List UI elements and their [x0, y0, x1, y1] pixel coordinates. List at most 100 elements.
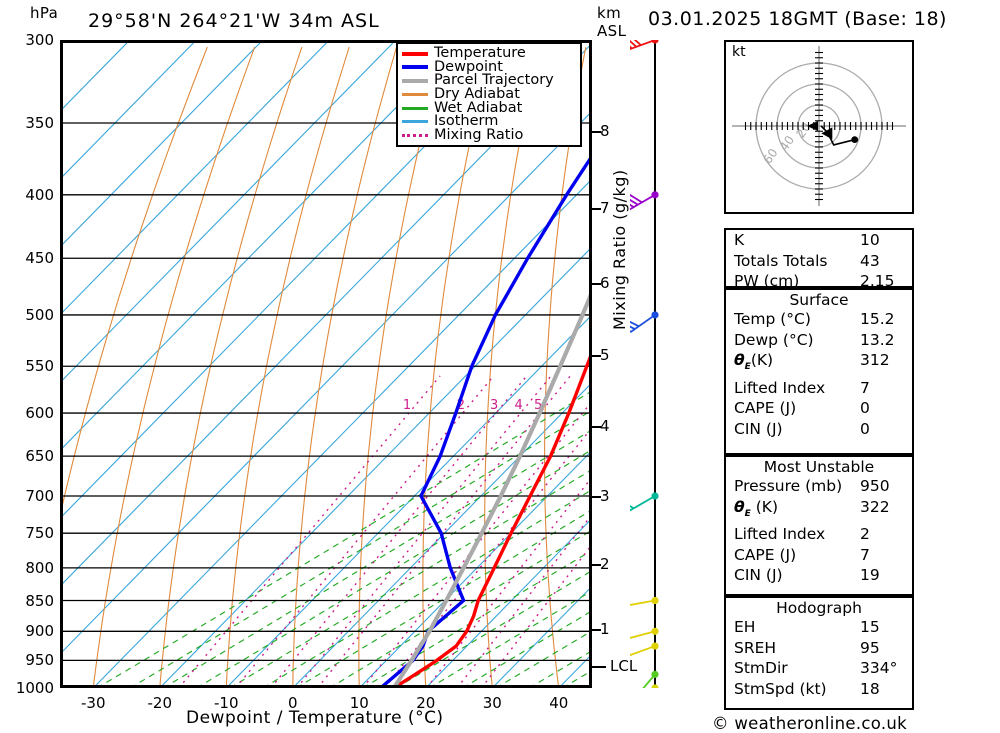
- date-title: 03.01.2025 18GMT (Base: 18): [648, 8, 947, 30]
- table-row: K 10: [726, 230, 912, 251]
- legend-label: Wet Adiabat: [434, 99, 523, 116]
- height-tick-label: 1: [600, 620, 610, 639]
- copyright-footer: © weatheronline.co.uk: [712, 714, 908, 733]
- legend-item: Dewpoint: [402, 58, 576, 75]
- pressure-tick-label: 550: [25, 357, 54, 376]
- table-title: Most Unstable: [763, 458, 875, 476]
- row-value: 95: [860, 638, 880, 657]
- legend-item: Wet Adiabat: [402, 99, 576, 116]
- height-tick-mark: [592, 495, 601, 498]
- table-row: CIN (J) 19: [726, 565, 912, 586]
- row-key: Lifted Index: [734, 525, 826, 544]
- legend-swatch-icon: [402, 93, 428, 97]
- pressure-tick-label: 700: [25, 487, 54, 506]
- pressure-tick-label: 400: [25, 185, 54, 204]
- table-row: CAPE (J) 0: [726, 398, 912, 419]
- row-value: 18: [860, 679, 880, 698]
- table-row: θE (K) 322: [726, 497, 912, 525]
- table-row: θE(K) 312: [726, 350, 912, 378]
- height-tick-label: 7: [600, 199, 610, 218]
- height-asl-label: ASL: [597, 22, 627, 40]
- legend-label: Isotherm: [434, 113, 499, 130]
- pressure-tick-label: 750: [25, 524, 54, 543]
- height-tick-mark: [592, 131, 601, 134]
- pressure-tick-label: 800: [25, 558, 54, 577]
- wind-barb-shaft: [642, 673, 656, 688]
- page-title: 29°58'N 264°21'W 34m ASL: [88, 10, 380, 32]
- wind-barb-flag: [633, 40, 642, 46]
- row-key: SREH: [734, 638, 777, 657]
- legend-item: Isotherm: [402, 113, 576, 130]
- height-unit-label: km: [597, 4, 622, 22]
- height-tick-mark: [592, 426, 601, 429]
- wind-barb-flag: [630, 193, 643, 204]
- table-row: CAPE (J) 7: [726, 545, 912, 566]
- temperature-tick-label: -20: [147, 694, 173, 712]
- table-row: Lifted Index 7: [726, 378, 912, 399]
- row-key: CIN (J): [734, 566, 783, 585]
- row-value: 43: [860, 251, 880, 270]
- temperature-tick-label: -30: [81, 694, 106, 712]
- hodograph-ring-label: 60: [760, 146, 780, 167]
- legend-label: Dry Adiabat: [434, 86, 520, 103]
- row-key: K: [734, 231, 745, 249]
- hodograph-ring-label: 40: [777, 133, 797, 154]
- height-tick-label: 6: [600, 273, 610, 292]
- legend-label: Parcel Trajectory: [434, 72, 554, 89]
- row-key: StmSpd (kt): [734, 679, 827, 698]
- wind-barb-column: [630, 40, 659, 688]
- table-row: Pressure (mb) 950: [726, 476, 912, 497]
- most-unstable-table: Most Unstable Pressure (mb) 950 θE (K) 322 Li…: [724, 455, 914, 596]
- skewt-plot-frame: [60, 40, 592, 688]
- pressure-tick-label: 1000: [15, 679, 54, 697]
- legend-item: Mixing Ratio: [402, 126, 576, 143]
- wind-barb-shaft: [630, 645, 656, 657]
- row-key: Lifted Index: [734, 378, 826, 397]
- table-row: StmDir 334°: [726, 658, 912, 679]
- legend-swatch-icon: [402, 78, 428, 83]
- height-tick-label: 3: [600, 486, 610, 505]
- height-tick-mark: [592, 563, 601, 566]
- hodograph-end-point: [851, 136, 859, 144]
- hodograph-unit-label: kt: [732, 44, 746, 60]
- wind-barb-flag: [630, 320, 640, 328]
- row-key: θE (K): [734, 497, 778, 519]
- wind-barb-flag: [630, 40, 637, 48]
- row-value: 0: [860, 419, 870, 438]
- temperature-tick-label: -10: [214, 694, 239, 712]
- row-key: Totals Totals: [734, 251, 828, 270]
- wind-barb-flag: [630, 198, 639, 206]
- row-key: CIN (J): [734, 419, 783, 438]
- wind-barb-point: [651, 191, 659, 199]
- mixing-ratio-label: 3: [490, 398, 498, 413]
- row-value: 312: [860, 351, 890, 369]
- legend-item: Dry Adiabat: [402, 86, 576, 103]
- legend-label: Mixing Ratio: [434, 126, 524, 143]
- mixing-ratio-label: 5: [534, 398, 542, 413]
- hodograph-origin-marker: [807, 121, 818, 131]
- lcl-label: LCL: [610, 657, 638, 676]
- wind-barb-flag: [630, 504, 635, 510]
- legend-swatch-icon: [402, 133, 428, 137]
- table-title: Hodograph: [776, 599, 862, 617]
- row-value: 10: [860, 231, 880, 249]
- pressure-tick-label: 600: [25, 404, 54, 423]
- legend-swatch-icon: [402, 65, 428, 70]
- row-value: 19: [860, 566, 880, 585]
- table-row: Totals Totals 43: [726, 251, 912, 272]
- wind-barb-flag: [630, 325, 636, 330]
- table-row: PW (cm) 2.15: [726, 271, 912, 292]
- mixing-ratio-axis-title: Mixing Ratio (g/kg): [610, 169, 629, 330]
- legend-swatch-icon: [402, 120, 428, 124]
- row-key: Dewp (°C): [734, 330, 814, 349]
- surface-table: Surface Temp (°C) 15.2 Dewp (°C) 13.2 θE(K) 31…: [724, 288, 914, 455]
- table-row: Lifted Index 2: [726, 524, 912, 545]
- row-value: 950: [860, 477, 890, 495]
- height-tick-mark: [592, 629, 601, 632]
- legend-label: Dewpoint: [434, 58, 503, 75]
- temperature-tick-label: 0: [287, 694, 298, 712]
- hodograph-stats-table: Hodograph EH 15 SREH 95 StmDir 334° StmSpd (kt)…: [724, 596, 914, 710]
- table-row: StmSpd (kt) 18: [726, 679, 912, 700]
- row-key: StmDir: [734, 659, 788, 677]
